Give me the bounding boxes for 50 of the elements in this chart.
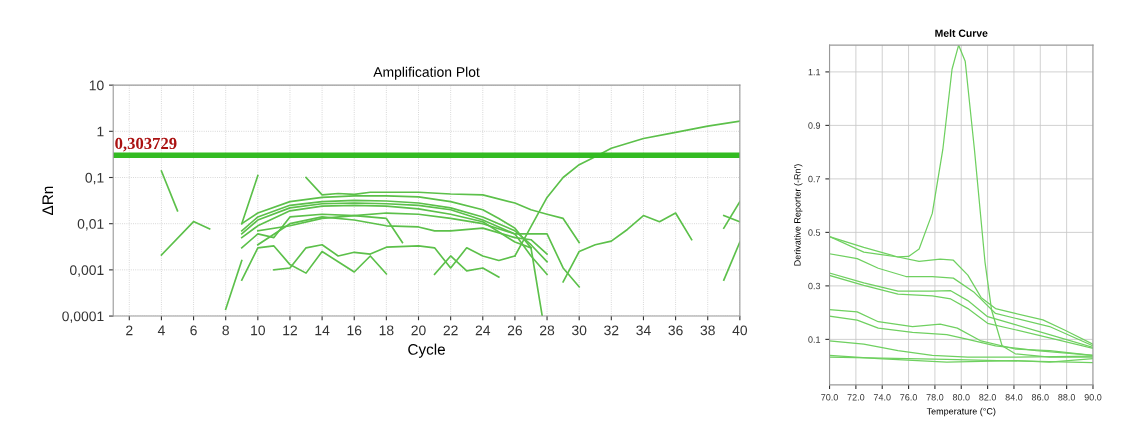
x-tick-label: 36 <box>668 325 683 336</box>
y-axis-title: Derivative Reporter (-Rn') <box>793 164 803 266</box>
y-tick-label: 1.1 <box>808 68 821 76</box>
chart-title: Melt Curve <box>935 29 988 37</box>
y-tick-label: 0,001 <box>69 265 104 277</box>
ref-line-label: 0,303729 <box>115 137 177 152</box>
y-tick-label: 1 <box>97 126 104 137</box>
chart-title: Amplification Plot <box>373 66 480 80</box>
x-tick-label: 14 <box>315 325 330 336</box>
x-tick-label: 12 <box>283 325 297 336</box>
x-tick-label: 28 <box>540 325 555 336</box>
x-tick-label: 10 <box>251 325 266 336</box>
x-tick-label: 76.0 <box>900 394 917 401</box>
x-axis-title: Temperature (°C) <box>926 407 996 417</box>
x-tick-label: 24 <box>475 325 491 336</box>
x-tick-label: 34 <box>636 325 651 336</box>
x-tick-label: 22 <box>443 325 458 336</box>
y-tick-label: 0.1 <box>808 336 821 343</box>
x-tick-label: 30 <box>571 325 587 336</box>
x-tick-label: 84.0 <box>1005 394 1023 401</box>
y-tick-label: 10 <box>89 80 104 91</box>
x-tick-label: 90.0 <box>1084 394 1102 401</box>
x-tick-label: 4 <box>157 325 165 336</box>
x-tick-label: 82.0 <box>979 394 997 401</box>
x-tick-label: 74.0 <box>873 394 891 401</box>
x-tick-label: 86.0 <box>1031 394 1049 401</box>
y-tick-label: 0.9 <box>808 122 821 129</box>
y-tick-label: 0.3 <box>808 282 821 290</box>
x-tick-label: 80.0 <box>952 394 970 401</box>
y-tick-label: 0,0001 <box>62 311 104 323</box>
x-tick-label: 72.0 <box>847 394 865 401</box>
y-tick-label: 0.5 <box>808 229 821 236</box>
x-tick-label: 32 <box>604 325 619 336</box>
x-tick-label: 18 <box>379 325 394 336</box>
y-axis-title: ΔRn <box>42 186 53 216</box>
x-tick-label: 38 <box>700 325 715 336</box>
x-tick-label: 88.0 <box>1058 394 1076 401</box>
x-tick-label: 2 <box>126 325 133 336</box>
x-tick-label: 26 <box>507 325 523 336</box>
y-tick-label: 0.7 <box>808 175 821 183</box>
x-tick-label: 40 <box>732 325 748 336</box>
y-tick-label: 0,01 <box>77 219 104 231</box>
x-tick-label: 16 <box>347 325 362 336</box>
y-tick-label: 0,1 <box>85 172 104 185</box>
x-tick-label: 8 <box>222 325 229 336</box>
x-tick-label: 70.0 <box>821 394 838 401</box>
x-tick-label: 20 <box>411 325 426 336</box>
x-axis-title: Cycle <box>408 343 445 358</box>
x-tick-label: 6 <box>190 325 197 336</box>
x-tick-label: 78.0 <box>926 394 944 401</box>
